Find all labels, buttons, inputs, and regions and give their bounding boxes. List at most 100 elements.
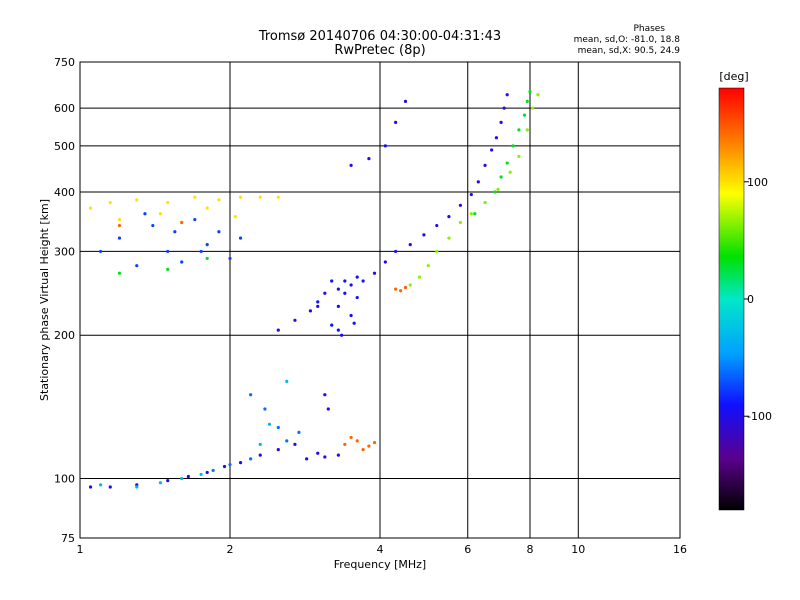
data-point — [158, 212, 163, 216]
data-point — [349, 283, 353, 287]
data-point — [88, 206, 93, 210]
colorbar-gradient — [718, 87, 745, 511]
data-point — [285, 379, 289, 383]
data-point — [496, 187, 500, 191]
data-point — [199, 249, 203, 254]
data-point — [399, 289, 403, 293]
phase-stats-title: Phases — [633, 24, 665, 34]
data-point — [536, 93, 540, 97]
data-point — [355, 295, 359, 300]
data-point — [499, 175, 503, 179]
data-point — [258, 442, 262, 446]
x-tick-label: 10 — [571, 543, 585, 556]
x-tick-label: 2 — [227, 543, 234, 556]
data-point — [340, 333, 344, 337]
data-point — [166, 249, 170, 254]
data-point — [217, 198, 221, 202]
data-point — [502, 106, 506, 110]
data-point — [343, 442, 347, 446]
data-point — [403, 285, 408, 290]
data-point — [238, 195, 243, 199]
data-point — [372, 271, 377, 275]
data-point — [323, 393, 327, 397]
data-point — [361, 279, 365, 283]
y-tick-label: 400 — [54, 186, 75, 199]
data-point — [483, 200, 487, 205]
data-point — [205, 206, 209, 210]
data-point — [233, 215, 237, 219]
grid-lines — [80, 62, 680, 538]
data-point — [493, 190, 497, 194]
data-point — [367, 444, 371, 448]
data-point — [422, 233, 426, 237]
data-point — [180, 260, 184, 264]
data-points — [88, 89, 540, 489]
colorbar-tick-label: -100 — [747, 410, 772, 423]
data-point — [330, 323, 334, 327]
data-point — [276, 448, 280, 452]
data-point — [349, 313, 353, 318]
data-point — [293, 442, 297, 446]
chart-title: Tromsø 20140706 04:30:00-04:31:43 — [258, 29, 501, 44]
axis-ticks: 1 2 4 6 8 10 16 75 100 200 300 400 500 600 750 — [54, 56, 687, 556]
data-point — [258, 453, 262, 457]
data-point — [305, 457, 309, 461]
data-point — [508, 170, 512, 174]
data-point — [469, 192, 473, 197]
y-axis-label: Stationary phase Virtual Height [km] — [38, 199, 51, 401]
data-point — [323, 455, 327, 459]
data-point — [330, 279, 334, 283]
data-point — [285, 439, 289, 443]
data-point — [297, 430, 301, 434]
data-point — [525, 99, 529, 103]
data-point — [151, 223, 155, 228]
data-point — [473, 212, 477, 216]
data-point — [238, 461, 243, 465]
data-point — [135, 485, 139, 489]
data-point — [135, 264, 139, 268]
data-point — [258, 195, 262, 199]
data-point — [349, 435, 353, 440]
colorbar: [deg] 100 0 -100 — [718, 70, 772, 511]
data-point — [394, 120, 398, 124]
x-tick-label: 16 — [673, 543, 687, 556]
data-point — [367, 157, 371, 161]
data-point — [205, 256, 209, 261]
data-point — [117, 217, 122, 222]
data-point — [193, 195, 197, 199]
data-point — [323, 291, 327, 295]
data-point — [117, 236, 122, 240]
data-point — [408, 283, 412, 287]
x-tick-label: 8 — [527, 543, 534, 556]
data-point — [511, 144, 515, 148]
data-point — [267, 422, 272, 426]
data-point — [435, 249, 439, 254]
data-point — [263, 407, 267, 411]
colorbar-label: [deg] — [719, 70, 748, 83]
data-point — [522, 113, 527, 117]
data-point — [99, 249, 103, 254]
data-point — [276, 195, 280, 199]
data-point — [326, 407, 330, 411]
data-point — [217, 230, 221, 234]
data-point — [528, 89, 532, 94]
data-point — [349, 163, 353, 167]
y-tick-label: 75 — [61, 532, 75, 545]
phase-stats-x: mean, sd,X: 90.5, 24.9 — [578, 46, 681, 56]
y-tick-label: 600 — [54, 102, 75, 115]
data-point — [505, 161, 509, 165]
data-point — [166, 267, 170, 272]
data-point — [336, 287, 340, 291]
data-point — [383, 144, 387, 148]
data-point — [458, 203, 463, 207]
data-point — [490, 148, 494, 152]
data-point — [517, 128, 521, 132]
data-point — [135, 198, 139, 202]
data-point — [276, 425, 280, 430]
data-point — [355, 439, 359, 443]
data-point — [166, 200, 170, 205]
data-point — [447, 236, 451, 240]
data-point — [469, 212, 473, 216]
data-point — [249, 457, 253, 461]
